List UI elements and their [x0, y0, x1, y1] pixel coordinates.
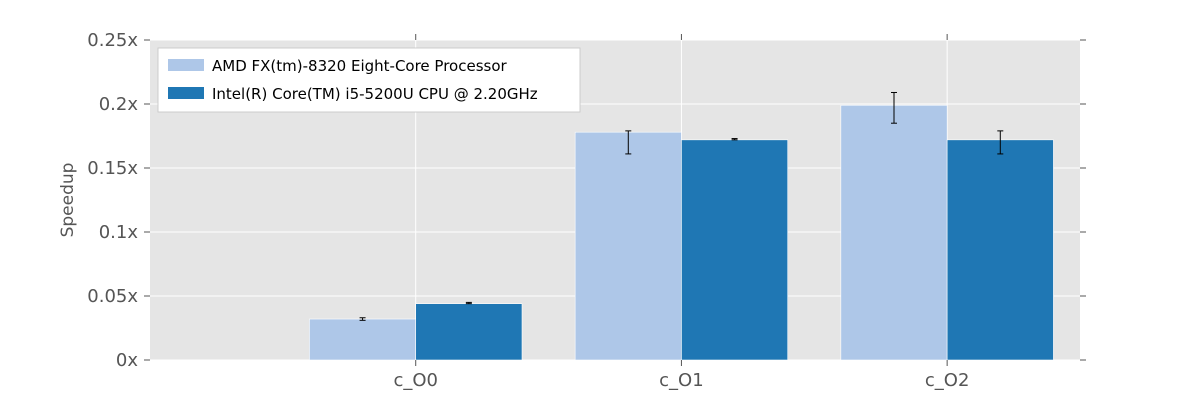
y-tick-label: 0.15x [87, 158, 138, 179]
legend-swatch-1 [168, 87, 204, 99]
y-tick-label: 0.25x [87, 30, 138, 51]
y-tick-label: 0.1x [99, 222, 139, 243]
y-tick-label: 0.2x [99, 94, 139, 115]
bar-c_O0-series-0 [309, 318, 417, 361]
bar-c_O1-series-0 [574, 131, 682, 361]
y-tick-label: 0.05x [87, 286, 138, 307]
x-tick-label: c_O1 [659, 370, 704, 391]
bars-layer [309, 104, 1054, 361]
x-tick-label: c_O0 [393, 370, 438, 391]
y-tick-label: 0x [116, 350, 138, 371]
bar-c_O2-series-1 [946, 139, 1054, 361]
legend-swatch-0 [168, 59, 204, 71]
x-tick-label: c_O2 [925, 370, 970, 391]
error-bars-layer [359, 91, 1004, 321]
bar-c_O0-series-1 [415, 303, 523, 361]
bar-c_O2-series-0 [840, 104, 948, 361]
y-axis-title: Speedup [58, 163, 78, 238]
legend-label-0: AMD FX(tm)-8320 Eight-Core Processor [212, 57, 508, 75]
legend-frame [157, 47, 581, 113]
legend: AMD FX(tm)-8320 Eight-Core Processor Inte… [157, 47, 581, 113]
legend-label-1: Intel(R) Core(TM) i5-5200U CPU @ 2.20GHz [212, 85, 538, 103]
bar-c_O1-series-1 [681, 139, 789, 361]
ticks-layer: 0x 0.05x 0.1x 0.15x 0.2x 0.25x c_O0 c_O1 c_O2 [87, 30, 1086, 391]
